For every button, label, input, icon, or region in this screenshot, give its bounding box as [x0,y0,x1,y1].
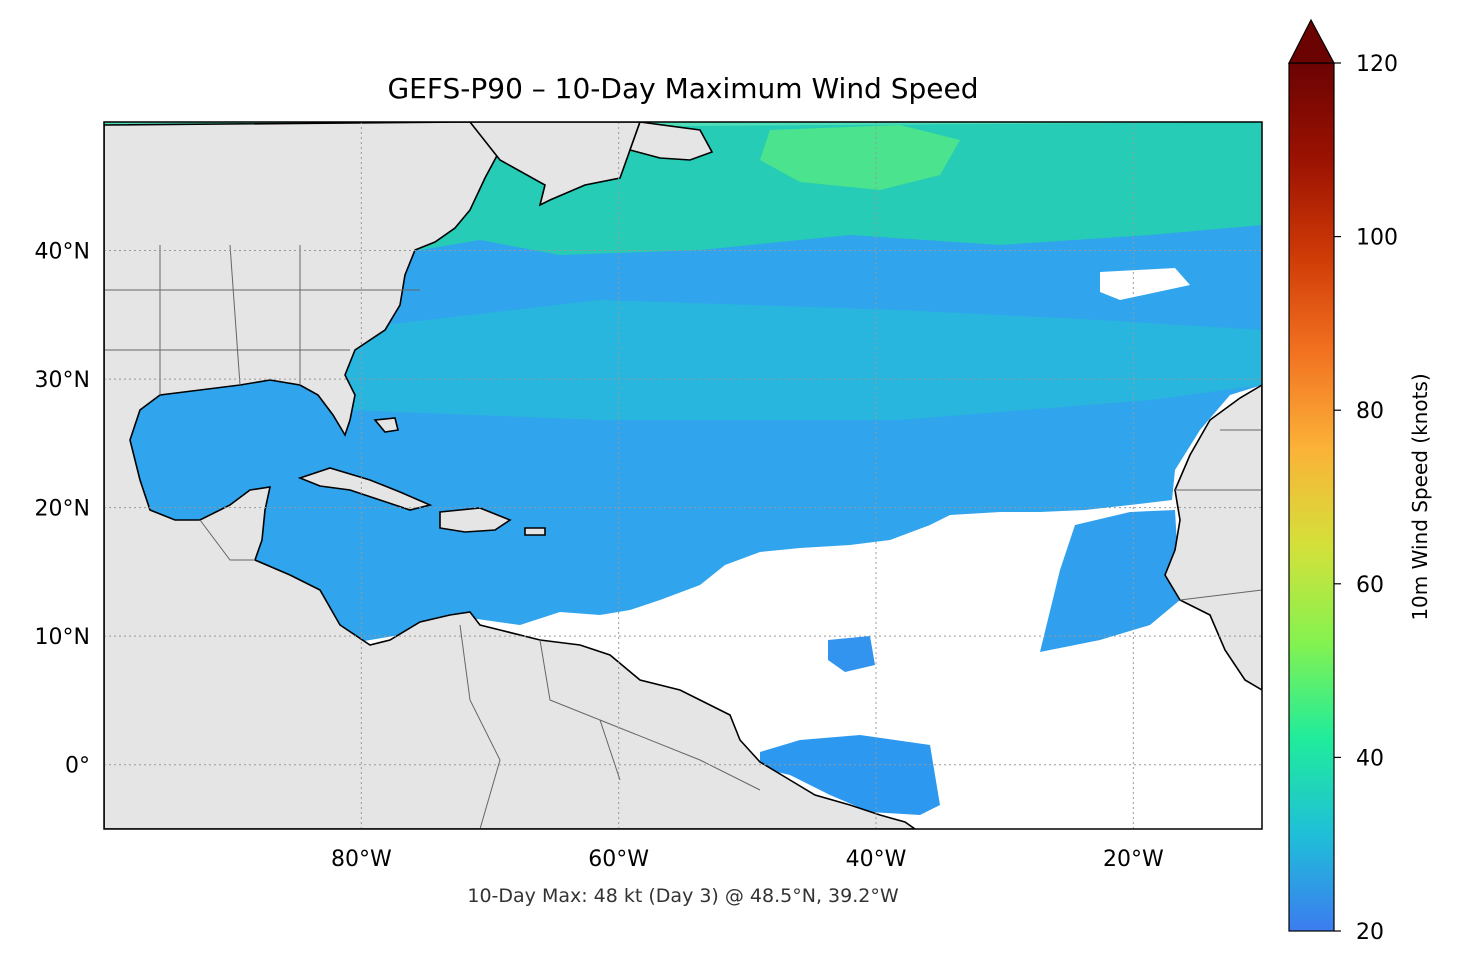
wind-gap [1100,268,1190,300]
land-puerto-rico [524,527,546,536]
colorbar-extend-arrow [1288,18,1336,64]
land [104,122,1262,829]
max-wind-footer: 10-Day Max: 48 kt (Day 3) @ 48.5°N, 39.2… [467,885,899,907]
colorbar-ticks: 20 40 60 80 100 120 [1334,52,1398,945]
lat-tick-label: 20°N [35,497,90,522]
colorbar-tick-label: 120 [1356,52,1398,77]
lon-tick-label: 40°W [846,847,907,872]
colorbar-label: 10m Wind Speed (knots) [1408,373,1432,621]
lat-tick-labels: 40°N 30°N 20°N 10°N 0° [35,240,90,779]
land-africa [1164,384,1262,691]
land-newfoundland [628,122,714,161]
wind-field-africa [1040,510,1180,652]
lon-tick-labels: 80°W 60°W 40°W 20°W [331,847,1164,872]
lat-tick-label: 30°N [35,368,90,393]
colorbar-tick-label: 20 [1356,920,1384,945]
colorbar: 20 40 60 80 100 120 [1288,18,1398,945]
land-north-america [104,122,917,829]
land-bahamas [373,417,399,433]
lon-tick-label: 80°W [331,847,392,872]
colorbar-tick-label: 40 [1356,746,1384,771]
colorbar-tick-label: 80 [1356,399,1384,424]
wind-field-patch [828,636,875,672]
colorbar-gradient [1288,62,1335,932]
lat-tick-label: 0° [65,754,90,779]
lon-tick-label: 20°W [1103,847,1164,872]
wind-field-mid [340,300,1262,420]
wind-field-peak [760,125,960,190]
lon-tick-label: 60°W [588,847,649,872]
map-title: GEFS-P90 – 10-Day Maximum Wind Speed [387,72,979,105]
colorbar-tick-label: 100 [1356,226,1398,251]
map-frame [103,121,1263,830]
lat-tick-label: 40°N [35,240,90,265]
gridlines [104,122,1262,829]
borders [104,244,1262,829]
colorbar-tick-label: 60 [1356,573,1384,598]
lat-tick-label: 10°N [35,625,90,650]
wind-field-equatorial [760,735,940,815]
